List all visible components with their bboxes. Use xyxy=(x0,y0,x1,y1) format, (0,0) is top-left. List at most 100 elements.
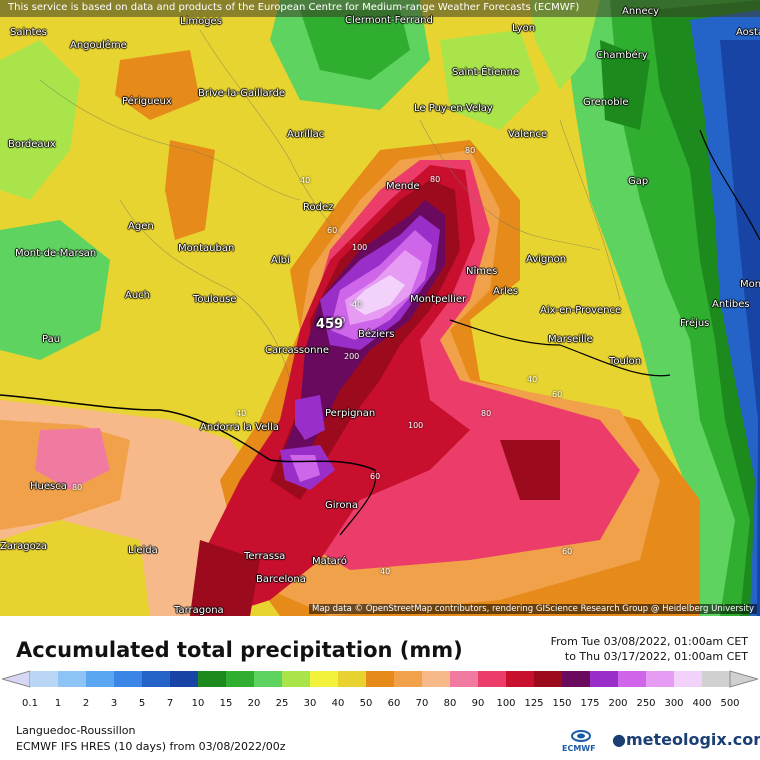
legend-swatch xyxy=(422,671,451,687)
legend-tick-label: 125 xyxy=(524,698,544,709)
city-label: Terrassa xyxy=(244,551,286,562)
region-label: Languedoc-Roussillon xyxy=(16,724,136,737)
city-label: Toulouse xyxy=(193,294,237,305)
legend-swatch xyxy=(562,671,591,687)
legend-tick-label: 90 xyxy=(471,698,485,709)
legend-swatch xyxy=(86,671,115,687)
isoline-label: 40 xyxy=(300,176,311,185)
city-label: Mataró xyxy=(312,556,347,567)
legend-arrow-right xyxy=(729,670,758,688)
isoline-label: 80 xyxy=(465,146,476,155)
precipitation-map: This service is based on data and produc… xyxy=(0,0,760,616)
city-label: Grenoble xyxy=(583,97,629,108)
legend-tick-label: 150 xyxy=(552,698,572,709)
legend-swatch xyxy=(366,671,395,687)
city-label: Nîmes xyxy=(466,266,498,277)
chart-title: Accumulated total precipitation (mm) xyxy=(16,638,463,662)
city-label: Marseille xyxy=(548,334,593,345)
brand-c-icon: ● xyxy=(612,730,626,749)
city-label: Agen xyxy=(128,221,154,232)
legend-tick-label: 5 xyxy=(138,698,146,709)
legend-tick-label: 200 xyxy=(608,698,628,709)
city-label: Montpellier xyxy=(410,294,467,305)
city-label: Aurillac xyxy=(287,129,325,140)
city-label: Monaco xyxy=(740,279,760,290)
city-label: Antibes xyxy=(712,299,750,310)
city-label: Carcassonne xyxy=(265,345,329,356)
legend-tick-label: 3 xyxy=(110,698,118,709)
city-label: Angoulême xyxy=(70,40,127,51)
city-label: Montauban xyxy=(178,243,235,254)
legend-tick-label: 0.1 xyxy=(22,698,38,709)
isoline-label: 60 xyxy=(370,472,381,481)
city-label: Girona xyxy=(325,500,359,511)
legend-tick-label: 70 xyxy=(415,698,429,709)
legend-tick-label: 100 xyxy=(496,698,516,709)
precipitation-field xyxy=(0,0,760,616)
city-label: Perpignan xyxy=(325,408,376,419)
model-run-label: ECMWF IFS HRES (10 days) from 03/08/2022… xyxy=(16,740,286,753)
isoline-label: 40 xyxy=(352,300,363,309)
city-label: Périgueux xyxy=(122,96,172,107)
color-legend xyxy=(2,670,758,688)
isoline-label: 80 xyxy=(72,483,83,492)
brand-logo[interactable]: ●meteologix.com xyxy=(612,730,760,749)
legend-swatch xyxy=(674,671,703,687)
legend-swatch xyxy=(618,671,647,687)
legend-tick-label: 10 xyxy=(191,698,205,709)
legend-swatch xyxy=(282,671,311,687)
isoline-label: 100 xyxy=(352,243,368,252)
isoline-label: 60 xyxy=(562,547,573,556)
max-value-label: 459 xyxy=(316,317,344,332)
ecmwf-logo-icon xyxy=(571,730,591,742)
city-label: Mont-de-Marsan xyxy=(15,248,97,259)
city-label: Albi xyxy=(271,255,290,266)
map-credit: Map data © OpenStreetMap contributors, r… xyxy=(309,604,757,614)
city-label: Tarragona xyxy=(174,605,224,616)
isoline-label: 60 xyxy=(327,226,338,235)
legend-tick-label: 250 xyxy=(636,698,656,709)
city-label: Zaragoza xyxy=(0,541,48,552)
legend-tick-label: 175 xyxy=(580,698,600,709)
legend-tick-label: 40 xyxy=(331,698,345,709)
isoline-label: 80 xyxy=(481,409,492,418)
legend-tick-label: 1 xyxy=(54,698,62,709)
attribution-bar: This service is based on data and produc… xyxy=(0,0,760,17)
city-label: Rodez xyxy=(303,202,334,213)
attribution-text: This service is based on data and produc… xyxy=(8,2,580,13)
legend-swatch xyxy=(338,671,367,687)
city-label: Annecy xyxy=(622,6,660,17)
legend-swatch xyxy=(450,671,479,687)
legend-tick-label: 500 xyxy=(720,698,740,709)
isoline-label: 40 xyxy=(380,567,391,576)
city-label: Béziers xyxy=(358,329,395,340)
isoline-label: 40 xyxy=(236,409,247,418)
legend-swatch xyxy=(142,671,171,687)
city-label: Gap xyxy=(628,176,649,187)
legend-tick-label: 15 xyxy=(219,698,233,709)
legend-tick-label: 400 xyxy=(692,698,712,709)
city-label: Andorra la Vella xyxy=(200,422,279,433)
city-label: Lyon xyxy=(512,23,536,34)
legend-swatch xyxy=(310,671,339,687)
legend-tick-label: 300 xyxy=(664,698,684,709)
city-label: Aix-en-Provence xyxy=(540,305,622,316)
legend-swatch xyxy=(646,671,675,687)
legend-tick-label: 20 xyxy=(247,698,261,709)
period-from: From Tue 03/08/2022, 01:00am CET xyxy=(550,635,748,648)
legend-tick-label: 7 xyxy=(166,698,174,709)
city-label: Barcelona xyxy=(256,574,306,585)
legend-swatch xyxy=(506,671,535,687)
legend-swatch xyxy=(590,671,619,687)
city-label: Valence xyxy=(508,129,548,140)
city-label: Avignon xyxy=(526,254,567,265)
city-label: Clermont-Ferrand xyxy=(345,15,433,26)
city-label: Mende xyxy=(386,181,420,192)
city-label: Saintes xyxy=(10,27,47,38)
isoline-label: 100 xyxy=(408,421,424,430)
city-label: Arles xyxy=(493,286,519,297)
isoline-label: 80 xyxy=(430,175,441,184)
ecmwf-label: ECMWF xyxy=(562,744,596,753)
city-label: Fréjus xyxy=(680,318,710,329)
legend-swatch xyxy=(198,671,227,687)
